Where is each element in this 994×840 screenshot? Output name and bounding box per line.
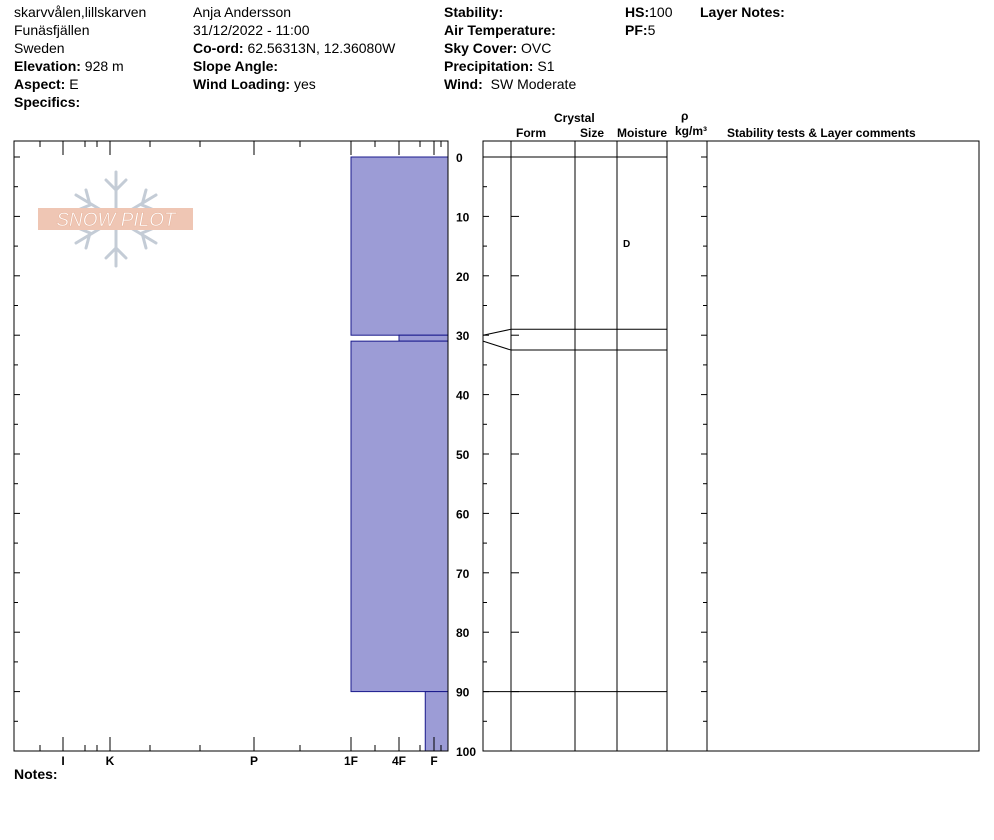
precip-label: Precipitation: [444,58,534,74]
pf-value: 5 [647,22,656,38]
hardness-tick-label: F [430,754,437,768]
aspect-label: Aspect: [14,76,66,92]
coordinates: Co-ord: 62.56313N, 12.36080W [193,40,395,56]
hardness-tick-label: P [250,754,258,768]
logo-banner [38,208,193,230]
hardness-frame [13,140,449,752]
depth-tick-label: 40 [456,389,470,403]
pf: PF:5 [625,22,655,38]
hardness-tick-label: K [106,754,115,768]
depth-tick-label: 20 [456,270,470,284]
layer-connector-line [482,340,512,351]
elevation: Elevation: 928 m [14,58,124,74]
depth-tick-label: 90 [456,686,470,700]
hs-value: 100 [649,4,673,20]
hs: HS:100 [625,4,672,20]
wind: Wind: SW Moderate [444,76,576,92]
depth-tick-label: 0 [456,151,463,165]
datetime: 31/12/2022 - 11:00 [193,22,310,38]
wind-loading-value: yes [293,76,316,92]
air-temp-label: Air Temperature: [444,22,556,38]
region: Funäsfjällen [14,22,90,38]
wind-loading-label: Wind Loading: [193,76,291,92]
crystal-header: Crystal [554,111,595,125]
depth-tick-label: 50 [456,448,470,462]
moisture-label: D [623,239,630,250]
stability-label: Stability: [444,4,504,20]
moisture-header: Moisture [617,126,668,140]
comments-header: Stability tests & Layer comments [727,126,916,140]
layer-connector-line [482,328,512,336]
sky-cover: Sky Cover: OVC [444,40,551,56]
depth-tick-label: 10 [456,210,470,224]
coord-value: 62.56313N, 12.36080W [247,40,396,56]
depth-tick-label: 70 [456,567,470,581]
precip-value: S1 [537,58,555,74]
hardness-layer-0 [350,156,449,336]
rho-header: ρ [681,109,689,123]
hs-label: HS: [625,4,650,20]
depth-tick-label: 80 [456,626,470,640]
precipitation: Precipitation: S1 [444,58,554,74]
depth-tick-label: 30 [456,329,470,343]
size-header: Size [580,126,605,140]
layer-notes-label: Layer Notes: [700,4,785,20]
snowpilot-logo: SNOW PILOT [38,170,193,268]
hardness-layer-2 [350,340,449,693]
country: Sweden [14,40,65,56]
hardness-tick-label: 1F [344,754,358,768]
hardness-tick-label: 4F [392,754,406,768]
slope-label: Slope Angle: [193,58,279,74]
hardness-layer-3 [424,691,449,752]
snowflake-icon [74,170,158,268]
logo-text: SNOW PILOT [56,210,177,231]
hardness-layer-1 [398,334,449,342]
depth-tick-label: 100 [456,745,476,759]
wind-label: Wind: [444,76,483,92]
density-unit-header: kg/m³ [675,124,708,138]
depth-tick-label: 60 [456,507,470,521]
sky-value: OVC [521,40,552,56]
sky-label: Sky Cover: [444,40,518,56]
elevation-value: 928 m [84,58,124,74]
location: skarvvålen,lillskarven [14,4,147,20]
layer-grid-frame [482,140,980,752]
specifics-label: Specifics: [14,94,81,110]
wind-value: SW Moderate [490,76,577,92]
form-header: Form [516,126,546,140]
pf-label: PF: [625,22,648,38]
coord-label: Co-ord: [193,40,244,56]
hardness-tick-label: I [61,754,64,768]
elevation-label: Elevation: [14,58,81,74]
aspect-value: E [69,76,79,92]
observer: Anja Andersson [193,4,292,20]
notes-label: Notes: [14,766,58,782]
aspect: Aspect: E [14,76,79,92]
wind-loading: Wind Loading: yes [193,76,316,92]
